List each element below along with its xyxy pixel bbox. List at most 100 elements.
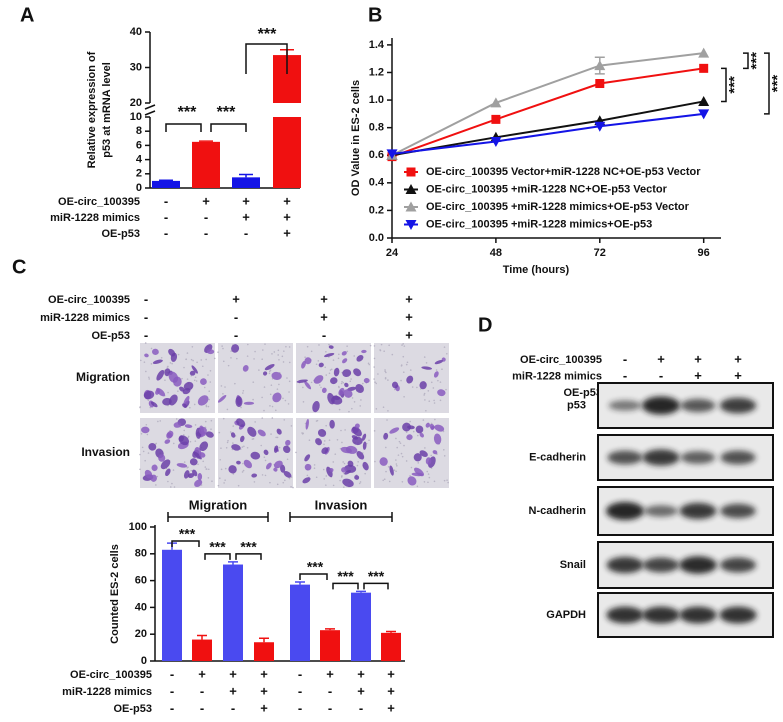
condition-mark: - (234, 309, 238, 324)
condition-mark: - (231, 700, 235, 715)
pore (329, 369, 332, 371)
significance-bracket (245, 43, 288, 74)
panel-label: A (20, 4, 34, 26)
cell (266, 462, 272, 470)
band (608, 400, 642, 411)
pore (172, 469, 175, 471)
y-axis-label: Counted ES-2 cells (109, 544, 121, 644)
cell (432, 450, 438, 455)
significance-bracket (171, 540, 200, 547)
pore (433, 399, 435, 402)
pore (232, 442, 234, 444)
pore (241, 471, 244, 473)
group-label: Invasion (315, 497, 368, 512)
cell (144, 353, 149, 358)
cell (315, 438, 322, 446)
marker (698, 95, 710, 106)
pore (364, 472, 366, 475)
pore (336, 438, 339, 441)
pore (205, 358, 207, 361)
pore (146, 433, 149, 436)
error-bar (239, 173, 253, 178)
pore (383, 350, 385, 352)
cell (433, 433, 442, 445)
condition-mark: + (283, 209, 291, 224)
condition-label: miR-1228 mimics (62, 686, 152, 698)
marker (491, 114, 501, 124)
cell (415, 425, 424, 434)
pore (362, 382, 364, 385)
series-line (391, 100, 704, 157)
pore (443, 455, 446, 457)
condition-label: miR-1228 mimics (512, 370, 602, 382)
micrograph (217, 417, 294, 489)
pore (222, 347, 224, 350)
bar (223, 564, 243, 661)
cell (257, 429, 266, 437)
cell (362, 461, 369, 471)
cell (189, 458, 198, 466)
condition-label: OE-circ_100395 (48, 294, 130, 306)
pore (323, 440, 326, 442)
pore (171, 482, 173, 485)
pore (190, 358, 193, 361)
cell (184, 424, 193, 429)
pore (227, 439, 229, 442)
bar (351, 592, 371, 661)
pore (400, 365, 403, 367)
cell (383, 432, 389, 440)
band (606, 556, 644, 574)
group-bracket (289, 512, 393, 522)
cell (160, 459, 171, 470)
pore (166, 366, 169, 368)
pore (223, 482, 225, 484)
pore (232, 425, 235, 427)
pore (433, 480, 436, 483)
cell (162, 397, 172, 406)
pore (278, 446, 281, 449)
cell (312, 400, 320, 413)
y-tick-label: 0.0 (369, 232, 384, 244)
pore (332, 461, 335, 463)
pore (220, 447, 222, 449)
condition-mark: + (387, 700, 395, 715)
cell (341, 467, 347, 473)
pore (191, 345, 194, 348)
cell (406, 375, 414, 384)
pore (201, 365, 204, 368)
cell (389, 465, 394, 476)
cell (411, 472, 424, 477)
pore (284, 479, 286, 482)
pore (190, 469, 193, 472)
cell (330, 377, 338, 385)
pore (147, 452, 150, 454)
pore (323, 478, 326, 480)
pore (208, 398, 210, 401)
cell (217, 394, 227, 403)
pore (232, 473, 235, 475)
band-label: GAPDH (546, 609, 586, 621)
blot (597, 592, 774, 638)
blot (597, 382, 774, 429)
pore (328, 439, 331, 441)
pore (374, 460, 376, 463)
significance-bracket (721, 67, 727, 103)
pore (205, 405, 208, 408)
condition-mark: - (322, 327, 326, 342)
pore (281, 355, 284, 358)
cell (280, 464, 286, 473)
pore (435, 369, 438, 371)
condition-mark: - (298, 700, 302, 715)
pore (219, 458, 222, 461)
pore (221, 345, 223, 347)
band (679, 606, 717, 624)
pore (343, 462, 346, 465)
condition-mark: - (328, 700, 332, 715)
pore (428, 400, 431, 402)
condition-mark: + (387, 683, 395, 698)
cell (205, 431, 214, 438)
pore (402, 355, 405, 358)
cell (273, 460, 283, 469)
pore (400, 452, 403, 455)
pore (369, 344, 372, 347)
